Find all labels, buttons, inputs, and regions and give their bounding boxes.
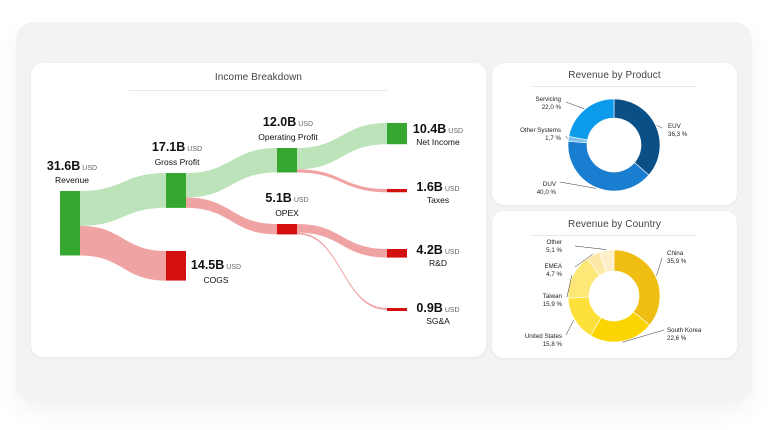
sankey-node-taxes (387, 189, 407, 193)
sankey-link-revenue-to-cogs (80, 225, 166, 281)
sankey-node-net-income (387, 123, 407, 145)
country-slice-other (599, 249, 615, 273)
sankey-label-sganda: SG&A (426, 316, 450, 326)
product-pct-euv: 36,3 % (668, 131, 688, 138)
sankey-link-revenue-to-gross-profit (80, 173, 166, 226)
sankey-node-operating-profit (277, 148, 297, 173)
sankey-link-gross-profit-to-operating-profit (186, 148, 277, 198)
sankey-label-revenue: Revenue (55, 175, 89, 185)
country-pct-other: 5,1 % (546, 247, 562, 254)
country-leader-united-states (565, 320, 574, 336)
sankey-labels: 31.6B USD Revenue 17.1B USD Gross Profit 14.5B… (47, 115, 463, 326)
country-pct-south-korea: 22,6 % (667, 335, 687, 342)
country-label-emea: EMEA (544, 263, 562, 270)
revenue-by-country-title: Revenue by Country (568, 219, 661, 230)
country-pct-emea: 4,7 % (546, 271, 562, 278)
sankey-value-randd: 4.2B USD (416, 243, 459, 257)
product-leader-euv (656, 125, 663, 129)
country-leader-taiwan (566, 275, 573, 298)
sankey-label-opex: OPEX (275, 208, 299, 218)
sankey-node-gross-profit (166, 173, 186, 208)
sankey-label-taxes: Taxes (427, 195, 449, 205)
product-slice-duv (567, 140, 650, 192)
revenue-by-product-title: Revenue by Product (568, 70, 661, 81)
sankey-label-net-income: Net Income (416, 137, 460, 147)
sankey-value-opex: 5.1B USD (265, 191, 308, 205)
sankey-link-opex-to-randd (297, 224, 387, 258)
sankey-value-sganda: 0.9B USD (416, 301, 459, 315)
sankey-label-operating-profit: Operating Profit (258, 132, 318, 142)
country-label-other: Other (547, 239, 562, 246)
sankey-link-operating-profit-to-net-income (297, 123, 387, 170)
product-label-other-systems: Other Systems (520, 127, 561, 134)
product-label-duv: DUV (543, 181, 557, 188)
income-breakdown-title: Income Breakdown (214, 72, 303, 83)
sankey-value-revenue: 31.6B USD (47, 159, 97, 173)
sankey-value-cogs: 14.5B USD (191, 258, 241, 272)
sankey-link-opex-to-sganda (297, 232, 387, 310)
title-divider (532, 86, 697, 87)
country-leader-china (656, 257, 663, 276)
title-divider (129, 90, 387, 91)
sankey-value-gross-profit: 17.1B USD (152, 140, 202, 154)
sankey-node-cogs (166, 251, 186, 281)
product-leader-servicing (565, 101, 585, 110)
sankey-label-cogs: COGS (203, 275, 228, 285)
country-label-china: China (667, 250, 684, 257)
country-pct-united-states: 15,8 % (543, 341, 563, 348)
country-label-south-korea: South Korea (667, 327, 702, 334)
sankey-label-gross-profit: Gross Profit (155, 157, 201, 167)
sankey-label-randd: R&D (429, 258, 447, 268)
product-slice-euv (613, 98, 661, 176)
country-label-united-states: United States (525, 333, 562, 340)
country-leader-other (574, 245, 607, 250)
sankey-value-taxes: 1.6B USD (416, 180, 459, 194)
sankey-nodes (60, 123, 407, 311)
title-divider (532, 235, 697, 236)
sankey-links (80, 123, 387, 310)
sankey-node-opex (277, 224, 297, 235)
country-label-taiwan: Taiwan (543, 293, 563, 300)
country-slice-china (613, 249, 661, 326)
sankey-link-operating-profit-to-taxes (297, 169, 387, 193)
sankey-value-operating-profit: 12.0B USD (263, 115, 313, 129)
sankey-node-revenue (60, 191, 80, 256)
product-slice-servicing (568, 98, 615, 141)
sankey-node-randd (387, 249, 407, 258)
product-label-euv: EUV (668, 123, 682, 130)
product-pct-duv: 40,0 % (537, 189, 557, 196)
product-leader-duv (559, 181, 596, 189)
sankey-link-gross-profit-to-opex (186, 197, 277, 235)
product-label-servicing: Servicing (536, 96, 562, 103)
country-leader-south-korea (622, 329, 665, 343)
country-leader-emea (574, 253, 593, 268)
sankey-value-net-income: 10.4B USD (413, 122, 463, 136)
product-pct-other-systems: 1,7 % (545, 135, 561, 142)
sankey-node-sganda (387, 308, 407, 311)
product-pct-servicing: 22,0 % (542, 104, 562, 111)
country-pct-china: 35,9 % (667, 258, 687, 265)
product-leader-other-systems (565, 135, 568, 139)
country-pct-taiwan: 15,9 % (543, 301, 563, 308)
